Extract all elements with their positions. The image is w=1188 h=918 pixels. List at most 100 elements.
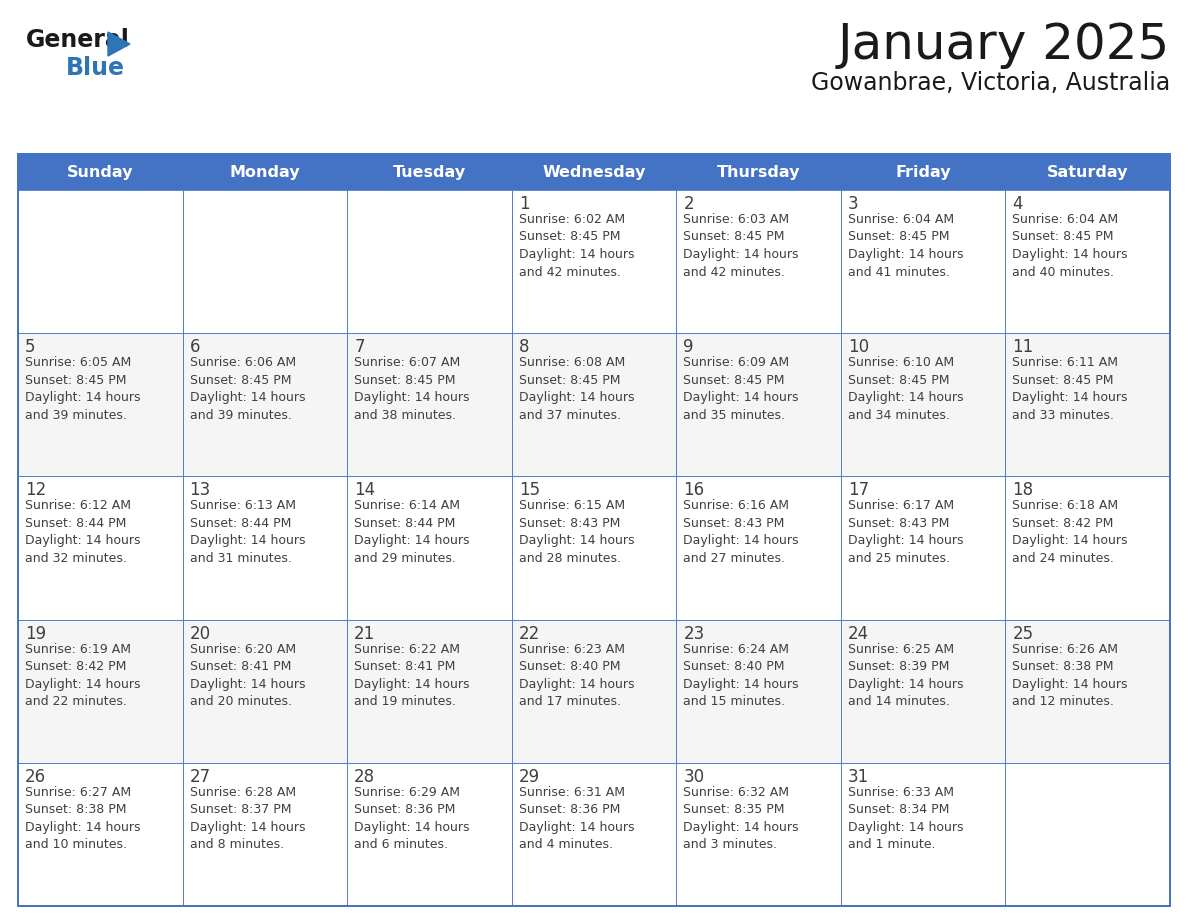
Text: General: General	[26, 28, 129, 52]
Text: Sunrise: 6:04 AM
Sunset: 8:45 PM
Daylight: 14 hours
and 40 minutes.: Sunrise: 6:04 AM Sunset: 8:45 PM Dayligh…	[1012, 213, 1127, 278]
Text: Sunrise: 6:19 AM
Sunset: 8:42 PM
Daylight: 14 hours
and 22 minutes.: Sunrise: 6:19 AM Sunset: 8:42 PM Dayligh…	[25, 643, 140, 708]
Text: 18: 18	[1012, 481, 1034, 499]
Bar	[18, 763, 183, 906]
Text: 31: 31	[848, 767, 870, 786]
Bar	[676, 190, 841, 333]
Text: 30: 30	[683, 767, 704, 786]
Polygon shape	[108, 32, 129, 56]
Bar	[676, 333, 841, 476]
Bar	[1005, 620, 1170, 763]
Text: Sunday: Sunday	[67, 164, 133, 180]
Text: Sunrise: 6:28 AM
Sunset: 8:37 PM
Daylight: 14 hours
and 8 minutes.: Sunrise: 6:28 AM Sunset: 8:37 PM Dayligh…	[190, 786, 305, 851]
Text: Sunrise: 6:05 AM
Sunset: 8:45 PM
Daylight: 14 hours
and 39 minutes.: Sunrise: 6:05 AM Sunset: 8:45 PM Dayligh…	[25, 356, 140, 421]
Text: Sunrise: 6:18 AM
Sunset: 8:42 PM
Daylight: 14 hours
and 24 minutes.: Sunrise: 6:18 AM Sunset: 8:42 PM Dayligh…	[1012, 499, 1127, 565]
Text: 7: 7	[354, 338, 365, 356]
Text: 6: 6	[190, 338, 200, 356]
Bar	[18, 620, 183, 763]
Text: 10: 10	[848, 338, 868, 356]
Text: Sunrise: 6:04 AM
Sunset: 8:45 PM
Daylight: 14 hours
and 41 minutes.: Sunrise: 6:04 AM Sunset: 8:45 PM Dayligh…	[848, 213, 963, 278]
Text: 2: 2	[683, 195, 694, 213]
Text: Sunrise: 6:16 AM
Sunset: 8:43 PM
Daylight: 14 hours
and 27 minutes.: Sunrise: 6:16 AM Sunset: 8:43 PM Dayligh…	[683, 499, 798, 565]
Text: Sunrise: 6:12 AM
Sunset: 8:44 PM
Daylight: 14 hours
and 32 minutes.: Sunrise: 6:12 AM Sunset: 8:44 PM Dayligh…	[25, 499, 140, 565]
Bar	[676, 476, 841, 620]
Bar	[347, 620, 512, 763]
Text: 3: 3	[848, 195, 859, 213]
Text: 17: 17	[848, 481, 868, 499]
Text: Wednesday: Wednesday	[542, 164, 646, 180]
Text: Sunrise: 6:33 AM
Sunset: 8:34 PM
Daylight: 14 hours
and 1 minute.: Sunrise: 6:33 AM Sunset: 8:34 PM Dayligh…	[848, 786, 963, 851]
Text: Sunrise: 6:31 AM
Sunset: 8:36 PM
Daylight: 14 hours
and 4 minutes.: Sunrise: 6:31 AM Sunset: 8:36 PM Dayligh…	[519, 786, 634, 851]
Text: 21: 21	[354, 624, 375, 643]
Text: 28: 28	[354, 767, 375, 786]
Text: Sunrise: 6:13 AM
Sunset: 8:44 PM
Daylight: 14 hours
and 31 minutes.: Sunrise: 6:13 AM Sunset: 8:44 PM Dayligh…	[190, 499, 305, 565]
Text: Saturday: Saturday	[1047, 164, 1129, 180]
Text: Sunrise: 6:03 AM
Sunset: 8:45 PM
Daylight: 14 hours
and 42 minutes.: Sunrise: 6:03 AM Sunset: 8:45 PM Dayligh…	[683, 213, 798, 278]
Text: January 2025: January 2025	[838, 21, 1170, 69]
Bar	[512, 620, 676, 763]
Text: Sunrise: 6:09 AM
Sunset: 8:45 PM
Daylight: 14 hours
and 35 minutes.: Sunrise: 6:09 AM Sunset: 8:45 PM Dayligh…	[683, 356, 798, 421]
Bar	[347, 333, 512, 476]
Text: 23: 23	[683, 624, 704, 643]
Bar	[512, 763, 676, 906]
Text: 22: 22	[519, 624, 541, 643]
Bar	[18, 333, 183, 476]
Bar	[347, 763, 512, 906]
Bar	[841, 333, 1005, 476]
Text: 25: 25	[1012, 624, 1034, 643]
Bar	[347, 476, 512, 620]
Bar	[1005, 476, 1170, 620]
Bar	[183, 190, 347, 333]
Text: Sunrise: 6:17 AM
Sunset: 8:43 PM
Daylight: 14 hours
and 25 minutes.: Sunrise: 6:17 AM Sunset: 8:43 PM Dayligh…	[848, 499, 963, 565]
Bar	[183, 620, 347, 763]
Bar	[841, 620, 1005, 763]
Text: Sunrise: 6:32 AM
Sunset: 8:35 PM
Daylight: 14 hours
and 3 minutes.: Sunrise: 6:32 AM Sunset: 8:35 PM Dayligh…	[683, 786, 798, 851]
Bar	[18, 154, 1170, 190]
Bar	[512, 333, 676, 476]
Text: 9: 9	[683, 338, 694, 356]
Bar	[512, 190, 676, 333]
Bar	[347, 190, 512, 333]
Text: 15: 15	[519, 481, 539, 499]
Text: Sunrise: 6:25 AM
Sunset: 8:39 PM
Daylight: 14 hours
and 14 minutes.: Sunrise: 6:25 AM Sunset: 8:39 PM Dayligh…	[848, 643, 963, 708]
Text: Sunrise: 6:15 AM
Sunset: 8:43 PM
Daylight: 14 hours
and 28 minutes.: Sunrise: 6:15 AM Sunset: 8:43 PM Dayligh…	[519, 499, 634, 565]
Text: 8: 8	[519, 338, 529, 356]
Text: Sunrise: 6:02 AM
Sunset: 8:45 PM
Daylight: 14 hours
and 42 minutes.: Sunrise: 6:02 AM Sunset: 8:45 PM Dayligh…	[519, 213, 634, 278]
Text: 27: 27	[190, 767, 210, 786]
Text: Gowanbrae, Victoria, Australia: Gowanbrae, Victoria, Australia	[810, 71, 1170, 95]
Bar	[512, 476, 676, 620]
Bar	[676, 763, 841, 906]
Text: Sunrise: 6:06 AM
Sunset: 8:45 PM
Daylight: 14 hours
and 39 minutes.: Sunrise: 6:06 AM Sunset: 8:45 PM Dayligh…	[190, 356, 305, 421]
Text: 5: 5	[25, 338, 36, 356]
Text: Tuesday: Tuesday	[393, 164, 466, 180]
Text: Sunrise: 6:27 AM
Sunset: 8:38 PM
Daylight: 14 hours
and 10 minutes.: Sunrise: 6:27 AM Sunset: 8:38 PM Dayligh…	[25, 786, 140, 851]
Text: Sunrise: 6:23 AM
Sunset: 8:40 PM
Daylight: 14 hours
and 17 minutes.: Sunrise: 6:23 AM Sunset: 8:40 PM Dayligh…	[519, 643, 634, 708]
Text: Sunrise: 6:07 AM
Sunset: 8:45 PM
Daylight: 14 hours
and 38 minutes.: Sunrise: 6:07 AM Sunset: 8:45 PM Dayligh…	[354, 356, 469, 421]
Bar	[18, 190, 183, 333]
Text: Monday: Monday	[229, 164, 301, 180]
Text: 11: 11	[1012, 338, 1034, 356]
Bar	[183, 476, 347, 620]
Bar	[841, 476, 1005, 620]
Text: 16: 16	[683, 481, 704, 499]
Text: 29: 29	[519, 767, 539, 786]
Bar	[841, 763, 1005, 906]
Bar	[183, 763, 347, 906]
Text: Friday: Friday	[896, 164, 950, 180]
Text: Sunrise: 6:10 AM
Sunset: 8:45 PM
Daylight: 14 hours
and 34 minutes.: Sunrise: 6:10 AM Sunset: 8:45 PM Dayligh…	[848, 356, 963, 421]
Text: 1: 1	[519, 195, 530, 213]
Text: Sunrise: 6:08 AM
Sunset: 8:45 PM
Daylight: 14 hours
and 37 minutes.: Sunrise: 6:08 AM Sunset: 8:45 PM Dayligh…	[519, 356, 634, 421]
Text: 26: 26	[25, 767, 46, 786]
Text: 20: 20	[190, 624, 210, 643]
Text: 14: 14	[354, 481, 375, 499]
Bar	[841, 190, 1005, 333]
Bar	[1005, 190, 1170, 333]
Text: 4: 4	[1012, 195, 1023, 213]
Text: Blue: Blue	[67, 56, 125, 80]
Text: Thursday: Thursday	[716, 164, 801, 180]
Text: 19: 19	[25, 624, 46, 643]
Text: Sunrise: 6:26 AM
Sunset: 8:38 PM
Daylight: 14 hours
and 12 minutes.: Sunrise: 6:26 AM Sunset: 8:38 PM Dayligh…	[1012, 643, 1127, 708]
Bar	[18, 154, 1170, 906]
Text: 12: 12	[25, 481, 46, 499]
Text: Sunrise: 6:24 AM
Sunset: 8:40 PM
Daylight: 14 hours
and 15 minutes.: Sunrise: 6:24 AM Sunset: 8:40 PM Dayligh…	[683, 643, 798, 708]
Text: Sunrise: 6:14 AM
Sunset: 8:44 PM
Daylight: 14 hours
and 29 minutes.: Sunrise: 6:14 AM Sunset: 8:44 PM Dayligh…	[354, 499, 469, 565]
